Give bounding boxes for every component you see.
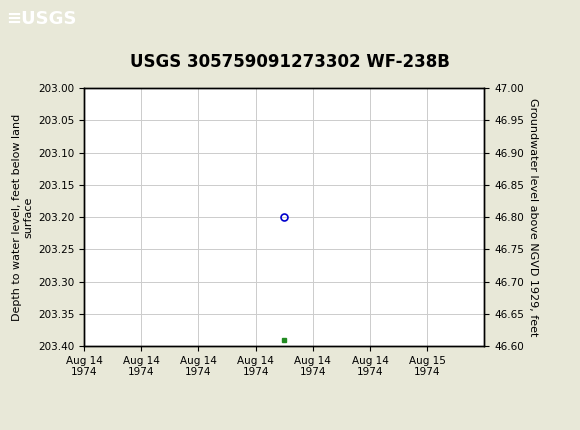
Text: ≡USGS: ≡USGS	[6, 10, 77, 28]
Text: USGS 305759091273302 WF-238B: USGS 305759091273302 WF-238B	[130, 53, 450, 71]
Y-axis label: Groundwater level above NGVD 1929, feet: Groundwater level above NGVD 1929, feet	[528, 98, 538, 336]
Y-axis label: Depth to water level, feet below land
surface: Depth to water level, feet below land su…	[12, 114, 34, 321]
